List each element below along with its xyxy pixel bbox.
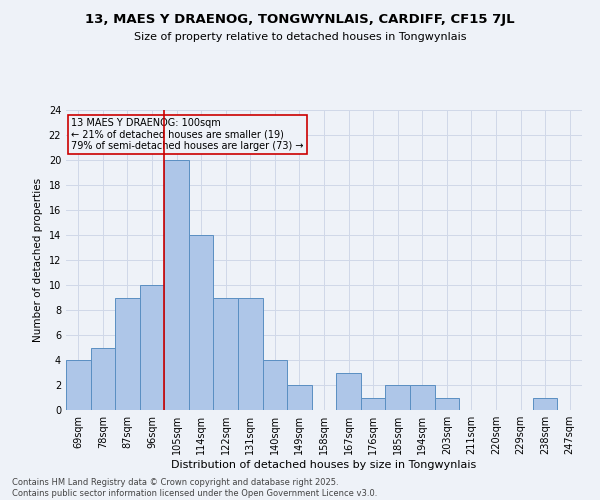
- Bar: [287, 385, 312, 410]
- Text: Size of property relative to detached houses in Tongwynlais: Size of property relative to detached ho…: [134, 32, 466, 42]
- Bar: [189, 235, 214, 410]
- Bar: [238, 298, 263, 410]
- Bar: [164, 160, 189, 410]
- Bar: [263, 360, 287, 410]
- Bar: [91, 348, 115, 410]
- Y-axis label: Number of detached properties: Number of detached properties: [33, 178, 43, 342]
- Bar: [140, 285, 164, 410]
- Bar: [361, 398, 385, 410]
- Text: 13, MAES Y DRAENOG, TONGWYNLAIS, CARDIFF, CF15 7JL: 13, MAES Y DRAENOG, TONGWYNLAIS, CARDIFF…: [85, 12, 515, 26]
- Bar: [214, 298, 238, 410]
- X-axis label: Distribution of detached houses by size in Tongwynlais: Distribution of detached houses by size …: [172, 460, 476, 470]
- Bar: [434, 398, 459, 410]
- Bar: [385, 385, 410, 410]
- Text: Contains HM Land Registry data © Crown copyright and database right 2025.
Contai: Contains HM Land Registry data © Crown c…: [12, 478, 377, 498]
- Bar: [336, 372, 361, 410]
- Bar: [66, 360, 91, 410]
- Bar: [115, 298, 140, 410]
- Bar: [533, 398, 557, 410]
- Text: 13 MAES Y DRAENOG: 100sqm
← 21% of detached houses are smaller (19)
79% of semi-: 13 MAES Y DRAENOG: 100sqm ← 21% of detac…: [71, 118, 304, 150]
- Bar: [410, 385, 434, 410]
